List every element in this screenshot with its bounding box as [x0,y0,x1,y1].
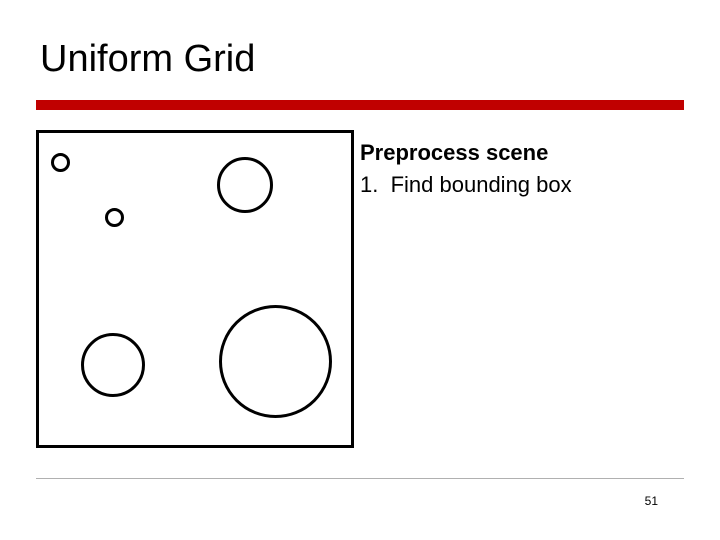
step-number: 1. [360,172,378,197]
title-underline-bar [36,100,684,110]
scene-circle-5 [219,305,332,418]
step-text: Find bounding box [391,172,572,197]
subtitle: Preprocess scene [360,140,548,166]
scene-circle-1 [51,153,70,172]
slide: Uniform Grid Preprocess scene 1. Find bo… [0,0,720,540]
scene-circle-3 [217,157,273,213]
scene-circle-4 [81,333,145,397]
page-number: 51 [645,494,658,508]
footer-divider [36,478,684,479]
slide-title: Uniform Grid [40,38,255,81]
step-line: 1. Find bounding box [360,172,572,198]
bounding-box-diagram [36,130,354,448]
scene-circle-2 [105,208,124,227]
